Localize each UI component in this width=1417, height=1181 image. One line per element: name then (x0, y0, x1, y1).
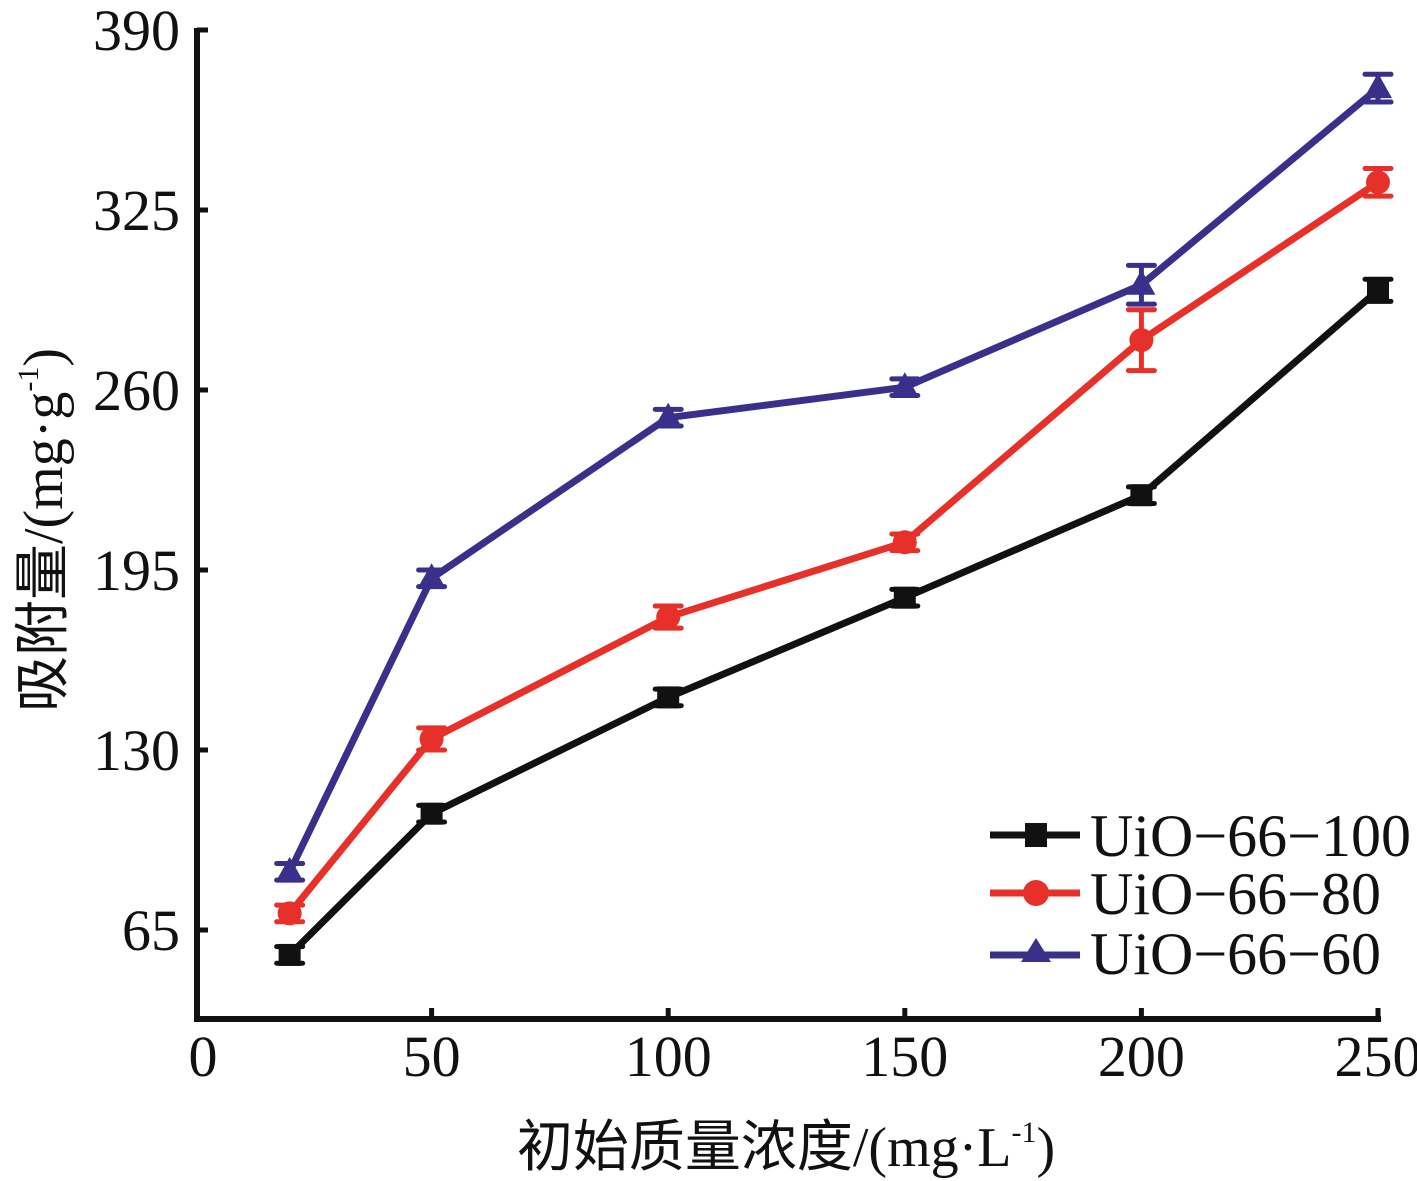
y-tick-label: 260 (93, 358, 180, 423)
data-point-square (420, 802, 443, 825)
data-point-triangle (1364, 73, 1392, 99)
data-point-circle (419, 726, 444, 751)
series-line (286, 85, 1381, 874)
x-tick-label: 50 (403, 1024, 461, 1089)
y-axis-title-sup: -1 (12, 367, 45, 392)
legend-label-2: UiO−66−60 (1090, 921, 1381, 987)
legend-label-1: UiO−66−80 (1090, 861, 1381, 927)
legend-marker-square (1025, 823, 1047, 847)
data-point-triangle (890, 372, 919, 398)
y-ticks: 65 130 195 260 325 390 (93, 0, 208, 963)
data-point-circle (892, 530, 917, 555)
y-tick-label: 65 (122, 898, 180, 963)
y-axis-title-main: 吸附量/(mg·g (13, 392, 75, 712)
data-point-triangle (1127, 269, 1156, 295)
data-point-square (657, 686, 680, 709)
legend-item-1: UiO−66−80 (990, 861, 1381, 927)
legend-item-0: UiO−66−100 (990, 803, 1411, 869)
legend-marker-circle (1023, 880, 1049, 906)
data-point-square (1130, 484, 1153, 507)
series-2 (274, 71, 1394, 883)
y-tick-label: 130 (93, 718, 180, 783)
data-point-triangle (275, 856, 304, 882)
data-point-square (893, 586, 916, 609)
y-tick-label: 325 (93, 178, 180, 243)
x-axis-title-sup: -1 (1011, 1116, 1036, 1149)
axes (194, 28, 1381, 1022)
data-point-square (278, 943, 301, 966)
data-point-circle (1129, 328, 1154, 353)
series-line (287, 287, 1381, 958)
legend-label-0: UiO−66−100 (1090, 803, 1411, 869)
x-tick-label: 150 (861, 1024, 948, 1089)
x-ticks: 0 50 100 150 200 250 (189, 1008, 1417, 1089)
series-layer (274, 71, 1394, 966)
data-point-circle (1366, 170, 1390, 195)
legend: UiO−66−100 UiO−66−80 UiO−66−60 (990, 803, 1411, 987)
data-point-triangle (654, 402, 683, 428)
y-axis-title: 吸附量/(mg·g-1) (12, 348, 75, 712)
x-tick-label: 100 (625, 1024, 712, 1089)
x-tick-label: 250 (1335, 1024, 1417, 1089)
series-1 (274, 165, 1394, 926)
legend-item-2: UiO−66−60 (990, 921, 1381, 987)
x-tick-label: 0 (189, 1024, 218, 1089)
x-axis-title: 初始质量浓度/(mg·L-1) (517, 1116, 1055, 1179)
series-0 (274, 276, 1394, 966)
y-tick-label: 195 (93, 538, 180, 603)
x-axis-title-main: 初始质量浓度/(mg·L (517, 1117, 1012, 1179)
data-point-square (1367, 279, 1389, 302)
y-axis-title-end: ) (13, 348, 75, 367)
data-point-circle (656, 605, 681, 630)
x-tick-label: 200 (1098, 1024, 1185, 1089)
data-point-triangle (417, 563, 446, 589)
data-point-circle (277, 901, 302, 926)
series-line (286, 179, 1380, 916)
legend-marker-triangle (1021, 938, 1051, 962)
x-axis-title-end: ) (1036, 1117, 1055, 1179)
y-tick-label: 390 (93, 0, 180, 63)
